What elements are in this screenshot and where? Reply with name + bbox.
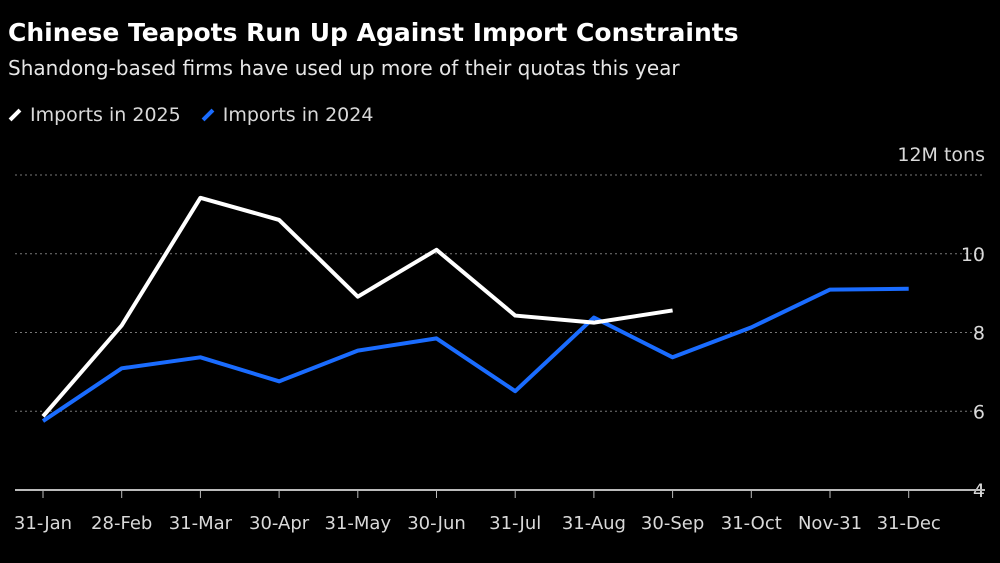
y-tick-label: 8 [973,323,985,345]
chart-title: Chinese Teapots Run Up Against Import Co… [8,18,739,47]
x-tick-label: Nov-31 [798,513,862,534]
legend-item-2025: Imports in 2025 [8,104,181,126]
y-tick-label: 10 [961,244,985,266]
x-tick-label: 30-Jun [407,513,466,534]
x-tick-label: 30-Sep [641,513,704,534]
y-tick-label: 6 [973,401,985,423]
x-tick-label: 30-Apr [249,513,310,534]
legend-label: Imports in 2025 [30,104,181,126]
x-tick-label: 31-Aug [562,513,626,534]
chart-subtitle: Shandong-based firms have used up more o… [8,56,680,80]
legend: Imports in 2025 Imports in 2024 [8,104,373,126]
x-tick-label: 31-Dec [877,513,941,534]
x-tick-label: 31-Jul [489,513,541,534]
x-tick-label: 28-Feb [91,513,152,534]
x-tick-label: 31-Oct [721,513,782,534]
series-line-2025 [41,195,673,418]
y-tick-label: 12M tons [897,144,985,166]
legend-item-2024: Imports in 2024 [201,104,374,126]
series-line-2024 [41,286,909,423]
x-tick-label: 31-Mar [169,513,233,534]
legend-label: Imports in 2024 [222,104,374,126]
x-tick-label: 31-Jan [14,513,72,534]
x-tick-label: 31-May [324,513,391,534]
